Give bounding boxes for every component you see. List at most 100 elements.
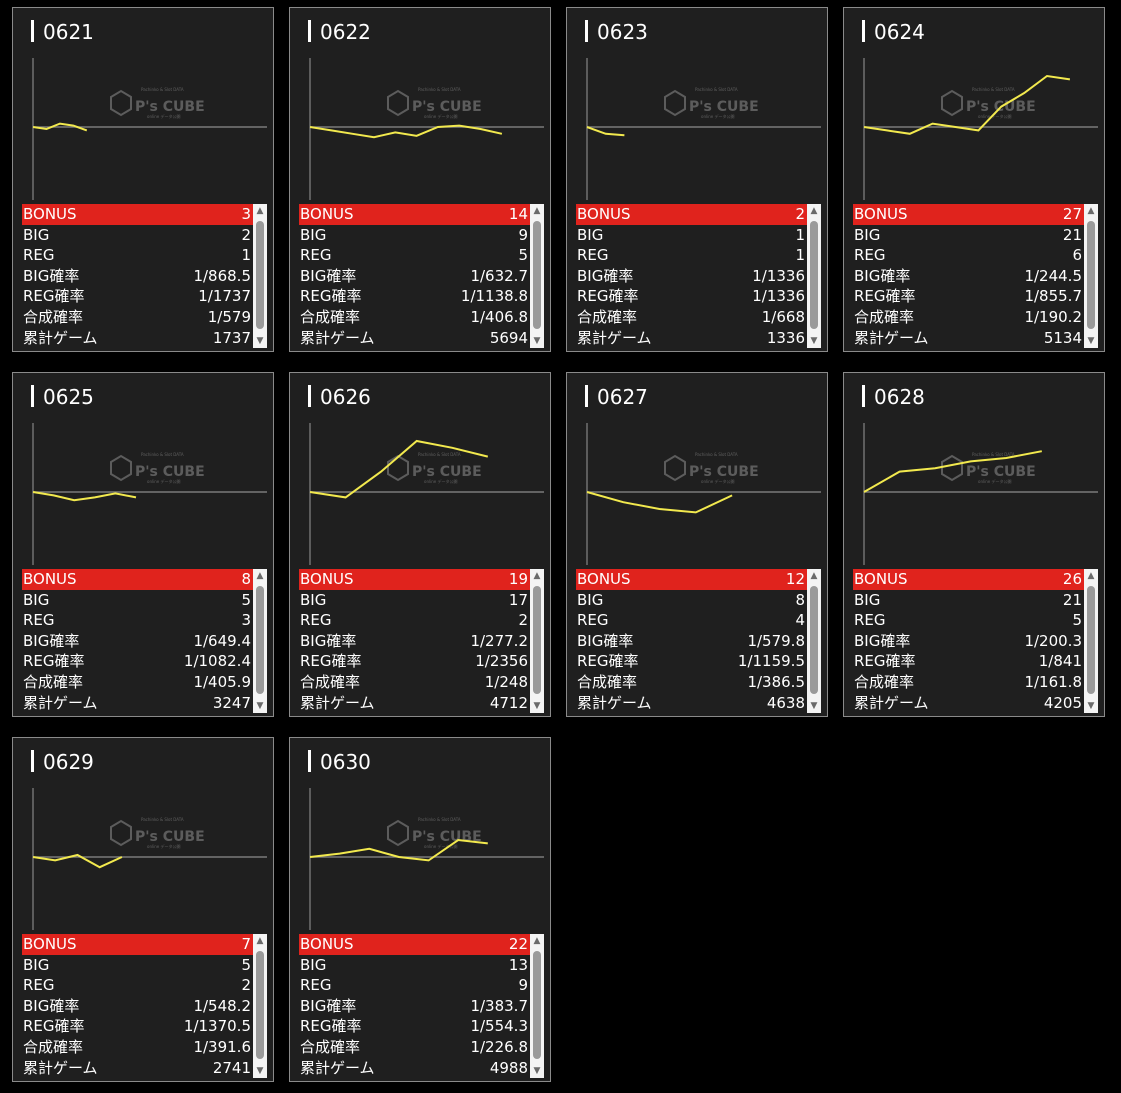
scroll-thumb[interactable] <box>1087 221 1095 329</box>
scroll-thumb[interactable] <box>533 221 541 329</box>
title-marker <box>585 20 588 42</box>
machine-card[interactable]: 0627 P's CUBE Pachinko & Slot DATA online デ… <box>566 372 828 717</box>
machine-card[interactable]: 0628 P's CUBE Pachinko & Slot DATA online デ… <box>843 372 1105 717</box>
stat-value: 9 <box>518 976 528 995</box>
scroll-down-icon[interactable]: ▼ <box>256 1066 264 1076</box>
machine-card[interactable]: 0626 P's CUBE Pachinko & Slot DATA online デ… <box>289 372 551 717</box>
stats-row-total-rate: 合成確率 1/391.6 <box>22 1037 253 1058</box>
stat-value: 26 <box>1062 570 1082 588</box>
watermark-bottom-text: online データ公開 <box>147 113 180 119</box>
stats-row-big-rate: BIG確率 1/649.4 <box>22 631 253 652</box>
scroll-up-icon[interactable]: ▲ <box>810 571 818 581</box>
machine-number: 0626 <box>320 385 371 409</box>
stats-scrollbar[interactable]: ▲ ▼ <box>530 569 544 713</box>
stat-label: BIG確率 <box>300 631 357 650</box>
stats-scrollbar[interactable]: ▲ ▼ <box>530 204 544 348</box>
title-marker <box>31 20 34 42</box>
stats-table: BONUS 8 BIG 5 REG 3 BIG確率 1/649.4 REG確率 1/1082.4 合… <box>22 569 253 713</box>
watermark: P's CUBE Pachinko & Slot DATA online データ公開 <box>110 817 205 849</box>
scroll-down-icon[interactable]: ▼ <box>533 701 541 711</box>
scroll-up-icon[interactable]: ▲ <box>533 206 541 216</box>
stat-label: REG確率 <box>577 652 639 671</box>
stats-scrollbar[interactable]: ▲ ▼ <box>1084 204 1098 348</box>
stat-value: 2 <box>241 976 251 995</box>
slump-line <box>863 450 1042 493</box>
machine-card[interactable]: 0624 P's CUBE Pachinko & Slot DATA online デ… <box>843 7 1105 352</box>
machine-number: 0625 <box>43 385 94 409</box>
scroll-down-icon[interactable]: ▼ <box>256 336 264 346</box>
scroll-down-icon[interactable]: ▼ <box>533 336 541 346</box>
stats-scrollbar[interactable]: ▲ ▼ <box>253 569 267 713</box>
stat-label: BONUS <box>300 570 354 588</box>
stats-row-games: 累計ゲーム 4638 <box>576 693 807 714</box>
stats-row-total-rate: 合成確率 1/405.9 <box>22 672 253 693</box>
machine-card[interactable]: 0622 P's CUBE Pachinko & Slot DATA online デ… <box>289 7 551 352</box>
stats-row-games: 累計ゲーム 5694 <box>299 328 530 349</box>
scroll-down-icon[interactable]: ▼ <box>810 701 818 711</box>
stats-scrollbar[interactable]: ▲ ▼ <box>1084 569 1098 713</box>
scroll-thumb[interactable] <box>256 951 264 1059</box>
title-marker <box>308 385 311 407</box>
stat-label: REG確率 <box>577 287 639 306</box>
scroll-down-icon[interactable]: ▼ <box>1087 701 1095 711</box>
stat-value: 4205 <box>1043 693 1082 712</box>
stat-value: 1/1737 <box>198 287 251 306</box>
title-marker <box>308 750 311 772</box>
slump-line <box>309 838 488 862</box>
scroll-up-icon[interactable]: ▲ <box>256 206 264 216</box>
stat-label: 累計ゲーム <box>300 693 375 712</box>
stat-label: 合成確率 <box>23 672 84 691</box>
machine-card[interactable]: 0621 P's CUBE Pachinko & Slot DATA online デ… <box>12 7 274 352</box>
stat-label: REG確率 <box>854 652 916 671</box>
stat-label: REG <box>300 246 332 265</box>
scroll-thumb[interactable] <box>810 221 818 329</box>
scroll-down-icon[interactable]: ▼ <box>256 701 264 711</box>
scroll-thumb[interactable] <box>256 221 264 329</box>
stats-row-big-rate: BIG確率 1/200.3 <box>853 631 1084 652</box>
scroll-thumb[interactable] <box>533 586 541 694</box>
scroll-down-icon[interactable]: ▼ <box>533 1066 541 1076</box>
machine-card[interactable]: 0625 P's CUBE Pachinko & Slot DATA online デ… <box>12 372 274 717</box>
scroll-down-icon[interactable]: ▼ <box>810 336 818 346</box>
scroll-up-icon[interactable]: ▲ <box>1087 206 1095 216</box>
stats-row-reg-rate: REG確率 1/841 <box>853 651 1084 672</box>
scroll-thumb[interactable] <box>256 586 264 694</box>
stat-value: 1/226.8 <box>470 1037 528 1056</box>
machine-card[interactable]: 0629 P's CUBE Pachinko & Slot DATA online デ… <box>12 737 274 1082</box>
stat-label: BIG確率 <box>854 266 911 285</box>
watermark-top-text: Pachinko & Slot DATA <box>141 87 184 92</box>
watermark: P's CUBE Pachinko & Slot DATA online データ公開 <box>387 452 482 484</box>
stats-row-reg: REG 3 <box>22 610 253 631</box>
title-marker <box>862 20 865 42</box>
stat-value: 5694 <box>489 328 528 347</box>
stat-value: 5134 <box>1043 328 1082 347</box>
stats-row-reg-rate: REG確率 1/1082.4 <box>22 651 253 672</box>
stat-label: BIG確率 <box>23 266 80 285</box>
watermark-bottom-text: online データ公開 <box>424 478 457 484</box>
stat-value: 1/855.7 <box>1024 287 1082 306</box>
scroll-thumb[interactable] <box>533 951 541 1059</box>
stat-value: 1/277.2 <box>470 631 528 650</box>
stat-value: 6 <box>1072 246 1082 265</box>
scroll-up-icon[interactable]: ▲ <box>810 206 818 216</box>
slump-graph: P's CUBE Pachinko & Slot DATA online データ公開 <box>863 423 1098 565</box>
stats-scrollbar[interactable]: ▲ ▼ <box>807 204 821 348</box>
machine-card[interactable]: 0630 P's CUBE Pachinko & Slot DATA online デ… <box>289 737 551 1082</box>
scroll-up-icon[interactable]: ▲ <box>1087 571 1095 581</box>
scroll-up-icon[interactable]: ▲ <box>256 936 264 946</box>
scroll-up-icon[interactable]: ▲ <box>256 571 264 581</box>
scroll-up-icon[interactable]: ▲ <box>533 571 541 581</box>
stats-scrollbar[interactable]: ▲ ▼ <box>253 934 267 1078</box>
stats-scrollbar[interactable]: ▲ ▼ <box>807 569 821 713</box>
scroll-down-icon[interactable]: ▼ <box>1087 336 1095 346</box>
watermark-bottom-text: online データ公開 <box>978 113 1011 119</box>
scroll-thumb[interactable] <box>1087 586 1095 694</box>
stats-scrollbar[interactable]: ▲ ▼ <box>253 204 267 348</box>
scroll-thumb[interactable] <box>810 586 818 694</box>
stats-table: BONUS 7 BIG 5 REG 2 BIG確率 1/548.2 REG確率 1/1370.5 合… <box>22 934 253 1078</box>
stats-scrollbar[interactable]: ▲ ▼ <box>530 934 544 1078</box>
stat-label: BONUS <box>854 205 908 223</box>
scroll-up-icon[interactable]: ▲ <box>533 936 541 946</box>
machine-card[interactable]: 0623 P's CUBE Pachinko & Slot DATA online デ… <box>566 7 828 352</box>
stat-label: REG <box>23 976 55 995</box>
